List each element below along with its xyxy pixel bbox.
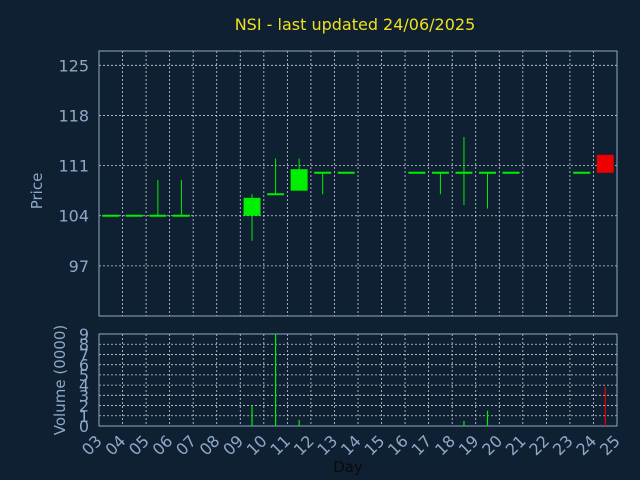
volume-tick-label: 3 xyxy=(79,386,89,405)
candle-body xyxy=(596,154,614,173)
candle-body xyxy=(337,171,355,174)
volume-tick-label: 8 xyxy=(79,335,89,354)
volume-tick-label: 9 xyxy=(79,325,89,344)
volume-tick-label: 1 xyxy=(79,407,89,426)
volume-tick-label: 2 xyxy=(79,397,89,416)
candle-body xyxy=(172,214,190,217)
volume-panel-frame xyxy=(98,333,618,427)
price-axis-label: Price xyxy=(28,173,46,210)
candle-body xyxy=(573,171,591,174)
day-axis-label: Day xyxy=(333,458,363,476)
candle-body xyxy=(149,214,167,217)
candle-body xyxy=(479,171,496,174)
price-tick-label: 97 xyxy=(69,257,89,276)
price-tick-label: 104 xyxy=(58,207,89,226)
chart-title: NSI - last updated 24/06/2025 xyxy=(235,15,476,34)
volume-tick-label: 6 xyxy=(79,356,89,375)
price-tick-label: 118 xyxy=(58,106,89,125)
candle-body xyxy=(267,193,285,196)
volume-tick-label: 7 xyxy=(79,345,89,364)
candle-body xyxy=(408,171,426,174)
price-tick-label: 111 xyxy=(58,157,89,176)
day-tick-label: 25 xyxy=(596,431,624,459)
candle-body xyxy=(125,214,143,217)
price-tick-label: 125 xyxy=(58,56,89,75)
volume-axis-label: Volume (0000) xyxy=(51,325,69,435)
volume-tick-label: 5 xyxy=(79,366,89,385)
candle-body xyxy=(314,171,332,174)
price-panel-frame xyxy=(98,50,618,317)
candle-body xyxy=(290,169,308,191)
volume-tick-label: 4 xyxy=(79,376,89,395)
candle-body xyxy=(243,197,261,216)
candle-body xyxy=(455,171,473,174)
candle-body xyxy=(102,214,120,217)
candle-body xyxy=(431,171,449,174)
volume-tick-label: 0 xyxy=(79,417,89,436)
candle-body xyxy=(502,171,520,174)
